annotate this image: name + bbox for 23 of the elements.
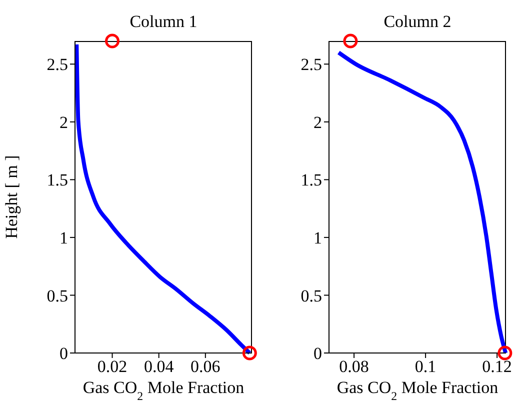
y-axis-title: Height [ m ] [2, 155, 22, 239]
chart-title: Column 2 [382, 12, 452, 32]
x-tick-label: 0.12 [482, 357, 512, 376]
y-tick-label: 1.5 [300, 170, 322, 190]
x-axis-title: Gas CO$_{2}$ Mole Fraction [336, 378, 499, 403]
y-tick-label: 2.5 [300, 55, 322, 74]
y-tick-label: 0 [314, 344, 322, 364]
y-tick-label: 0 [60, 344, 68, 364]
x-tick-label: 0.1 [414, 357, 436, 376]
y-tick-label: 0.5 [300, 286, 322, 306]
y-tick-label: 0.5 [46, 286, 68, 306]
y-tick-label: 1 [314, 228, 322, 248]
x-tick-label: 0.02 [97, 357, 128, 376]
chart-title: Column 1 [128, 12, 198, 32]
y-tick-label: 2 [60, 112, 68, 132]
y-tick-label: 2.5 [46, 55, 68, 74]
x-tick-label: 0.06 [190, 357, 220, 376]
x-tick-label: 0.04 [144, 357, 174, 376]
y-tick-label: 1.5 [46, 170, 68, 190]
x-tick-label: 0.08 [339, 357, 369, 376]
y-tick-label: 1 [60, 228, 68, 248]
x-axis-title: Gas CO$_{2}$ Mole Fraction [82, 378, 245, 403]
y-tick-label: 2 [314, 112, 322, 132]
